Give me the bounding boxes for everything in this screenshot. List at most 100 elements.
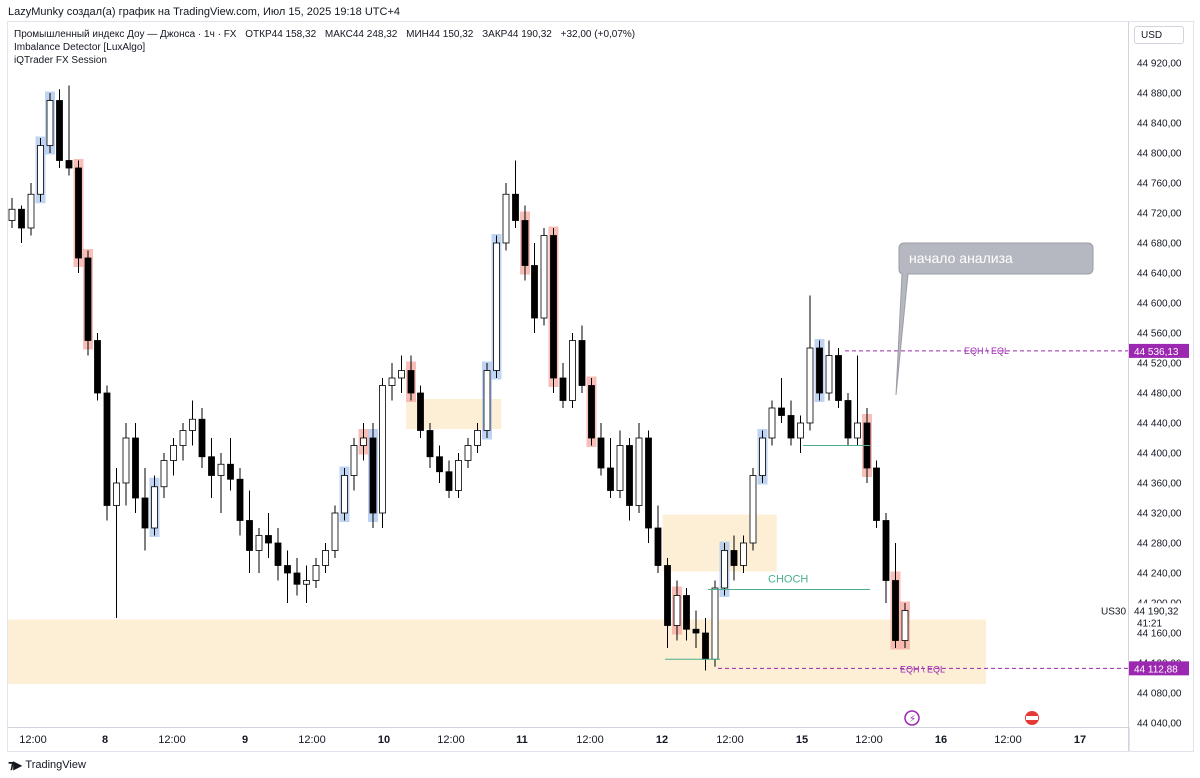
brand-footer[interactable]: ⁊▶ TradingView [8, 758, 86, 772]
price-tick-label: 44 800,00 [1137, 149, 1182, 160]
time-tick-label: 15 [796, 734, 808, 746]
candle-body [75, 167, 82, 259]
current-price-bg [1129, 603, 1189, 630]
candle-body [360, 437, 367, 446]
time-tick-label: 12 [656, 734, 668, 746]
candle-body [835, 355, 842, 401]
candle-body [217, 463, 225, 476]
price-tick-label: 44 480,00 [1137, 389, 1182, 400]
price-axis[interactable] [1128, 21, 1194, 752]
price-tick-label: 44 640,00 [1137, 269, 1182, 280]
candle-body [683, 595, 690, 630]
candle-body [46, 100, 54, 146]
demand-zone [8, 619, 986, 684]
candle-body [198, 418, 206, 458]
time-tick-label: 12:00 [298, 734, 326, 746]
time-tick-label: 12:00 [855, 734, 883, 746]
candle-body [844, 400, 852, 439]
ohlc-close: ЗАКР44 190,32 [482, 29, 552, 40]
candle-body [160, 460, 168, 488]
chart-caption: LazyMunky создал(а) график на TradingVie… [8, 6, 400, 18]
candle-body [398, 370, 405, 379]
time-tick-label: 17 [1074, 734, 1086, 746]
time-tick-label: 9 [242, 734, 248, 746]
price-tick-label: 44 520,00 [1137, 359, 1182, 370]
indicator-session[interactable]: iQTrader FX Session [14, 55, 107, 66]
candle-body [303, 580, 310, 585]
candle-body [588, 385, 595, 439]
candle-body [882, 520, 890, 581]
candle-body [312, 565, 320, 581]
time-tick-label: 12:00 [437, 734, 465, 746]
ohlc-open: ОТКР44 158,32 [245, 29, 317, 40]
candle-body [274, 542, 282, 566]
candle-body [559, 377, 567, 401]
candle-body [56, 100, 63, 161]
candle-body [901, 610, 909, 641]
price-tick-label: 44 040,00 [1137, 719, 1182, 730]
candle-body [531, 265, 538, 319]
time-tick-label: 12:00 [716, 734, 744, 746]
candle-body [854, 422, 861, 439]
candle-body [18, 208, 25, 229]
candle-body [122, 437, 130, 484]
ohlc-low: МИН44 150,32 [406, 29, 474, 40]
candle-body [293, 572, 301, 585]
candle-body [350, 445, 358, 476]
time-axis[interactable] [7, 727, 1130, 752]
candle-body [721, 550, 728, 589]
ohlc-high: МАКС44 248,32 [324, 29, 398, 40]
lightning-event-icon [904, 710, 920, 726]
price-tick-label: 44 360,00 [1137, 479, 1182, 490]
candle-body [711, 587, 719, 660]
callout-bubble [895, 242, 1094, 396]
price-tick-label: 44 080,00 [1137, 689, 1182, 700]
eqh-label: EQH \ EQL [964, 346, 1009, 356]
candle-body [27, 193, 35, 229]
symbol-title[interactable]: Промышленный индекс Доу — Джонса · 1ч · … [14, 29, 237, 40]
eql-label: EQH \ EQL [900, 664, 945, 674]
candle-body [626, 445, 633, 506]
bar-countdown: 41:21 [1137, 618, 1162, 629]
price-tick-label: 44 560,00 [1137, 329, 1182, 340]
currency-selector[interactable]: USD [1134, 26, 1184, 44]
price-tick-label: 44 920,00 [1137, 59, 1182, 70]
candle-body [502, 193, 510, 244]
candle-body [616, 445, 624, 491]
candle-body [749, 475, 757, 544]
choch-label: CHOCH [768, 574, 808, 586]
candle-body [103, 392, 111, 506]
eql-price-tag: 44 112,88 [1134, 664, 1178, 675]
candle-body [331, 512, 339, 551]
candle-body [255, 535, 263, 551]
price-tick-label: 44 320,00 [1137, 509, 1182, 520]
candle-body [474, 430, 481, 446]
candle-body [635, 437, 643, 506]
eql-price-tag-bg [1129, 661, 1189, 676]
current-price-tag: 44 190,32 [1134, 606, 1179, 617]
time-tick-label: 12:00 [158, 734, 186, 746]
candle-body [407, 370, 415, 394]
candle-body [550, 235, 557, 379]
candle-body [806, 347, 814, 424]
candle-body [265, 535, 272, 544]
indicator-imbalance[interactable]: Imbalance Detector [LuxAlgo] [14, 42, 146, 53]
candle-body [179, 430, 187, 446]
candle-body [673, 595, 681, 626]
eqh-price-tag: 44 536,13 [1134, 347, 1179, 358]
candle-body [892, 580, 899, 641]
brand-name: TradingView [25, 759, 86, 771]
price-tick-label: 44 880,00 [1137, 89, 1182, 100]
time-tick-label: 11 [516, 734, 528, 746]
candle-body [65, 160, 73, 169]
candle-body [645, 437, 652, 529]
tradingview-logo-icon: ⁊▶ [8, 758, 22, 772]
candle-body [607, 467, 614, 491]
time-tick-label: 16 [935, 734, 947, 746]
candle-body [84, 257, 92, 341]
candle-body [654, 527, 662, 566]
time-tick-label: 10 [378, 734, 390, 746]
eqh-price-tag-bg [1129, 343, 1189, 358]
candle-body [778, 407, 785, 416]
